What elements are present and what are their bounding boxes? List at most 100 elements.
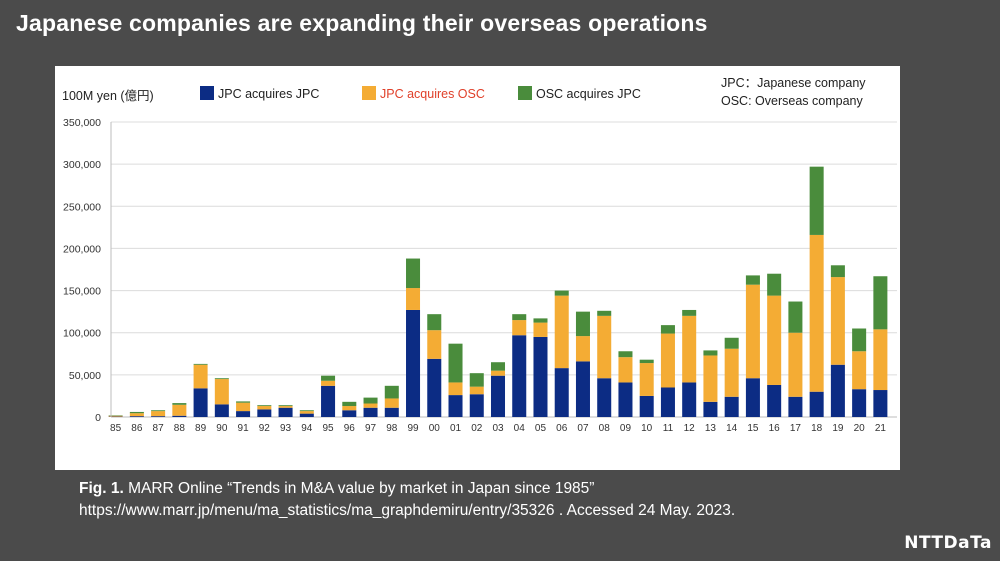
bar-jpc-jpc-90 (214, 404, 229, 417)
x-tick-label: 01 (450, 423, 462, 434)
bar-osc-jpc-05 (533, 318, 548, 323)
bar-osc-jpc-02 (469, 373, 484, 387)
bar-jpc-jpc-96 (342, 410, 357, 417)
bar-jpc-osc-21 (873, 329, 888, 391)
bar-jpc-jpc-09 (618, 382, 633, 417)
bar-osc-jpc-93 (278, 405, 293, 407)
x-tick-label: 85 (110, 423, 122, 434)
x-tick-label: 89 (195, 423, 207, 434)
x-tick-label: 94 (301, 423, 313, 434)
x-tick-label: 86 (131, 423, 143, 434)
bar-osc-jpc-18 (809, 166, 824, 235)
legend-swatch-3 (518, 86, 532, 100)
chart-panel: 0 50,000 100,000 150,000 200,000 250,000 300,0… (55, 66, 900, 470)
bar-jpc-jpc-13 (703, 401, 718, 417)
bar-osc-jpc-04 (512, 314, 527, 321)
x-tick-label: 12 (684, 423, 696, 434)
bar-jpc-jpc-00 (427, 358, 442, 417)
bar-jpc-jpc-94 (299, 413, 314, 417)
bar-jpc-osc-06 (554, 295, 569, 369)
x-tick-label: 90 (216, 423, 228, 434)
bar-jpc-osc-89 (193, 364, 208, 389)
bar-jpc-jpc-20 (852, 389, 867, 417)
y-tick-label: 200,000 (63, 243, 101, 255)
axis-layer: 0 50,000 100,000 150,000 200,000 250,000 300,0… (63, 117, 886, 434)
bar-jpc-osc-19 (830, 277, 845, 365)
bar-osc-jpc-90 (214, 378, 229, 380)
x-tick-label: 95 (322, 423, 334, 434)
slide-title: Japanese companies are expanding their o… (16, 10, 708, 36)
legend-note-osc: OSC: Overseas company (721, 94, 863, 108)
x-tick-label: 91 (238, 423, 250, 434)
bar-jpc-jpc-03 (490, 375, 506, 417)
x-tick-label: 02 (471, 423, 483, 434)
bar-osc-jpc-94 (299, 410, 314, 412)
bar-jpc-osc-91 (236, 402, 251, 412)
legend-label-1: JPC acquires JPC (218, 87, 319, 101)
y-tick-label: 350,000 (63, 117, 101, 129)
bar-osc-jpc-92 (257, 405, 272, 407)
caption-line-1: Fig. 1. MARR Online “Trends in M&A value… (79, 478, 735, 500)
bar-osc-jpc-95 (321, 375, 336, 381)
x-tick-label: 96 (344, 423, 356, 434)
bar-jpc-osc-08 (597, 315, 612, 379)
bar-jpc-jpc-91 (236, 411, 251, 417)
bar-jpc-jpc-88 (172, 415, 187, 417)
y-tick-label: 100,000 (63, 328, 101, 340)
bar-jpc-osc-15 (745, 284, 760, 379)
bar-jpc-jpc-05 (533, 336, 548, 417)
x-tick-label: 09 (620, 423, 632, 434)
bar-osc-jpc-89 (193, 363, 208, 365)
bar-osc-jpc-13 (703, 350, 718, 356)
bar-osc-jpc-99 (406, 258, 421, 289)
bar-osc-jpc-14 (724, 337, 739, 349)
bar-jpc-jpc-21 (873, 390, 888, 417)
bar-jpc-osc-88 (172, 404, 187, 416)
bar-osc-jpc-96 (342, 401, 357, 407)
bar-osc-jpc-01 (448, 343, 463, 383)
x-tick-label: 04 (514, 423, 526, 434)
bar-layer (108, 166, 888, 417)
bar-jpc-osc-17 (788, 332, 803, 397)
bar-jpc-jpc-06 (554, 368, 569, 417)
bar-osc-jpc-08 (597, 310, 612, 316)
bar-jpc-jpc-89 (193, 388, 208, 417)
x-tick-label: 10 (641, 423, 653, 434)
bar-jpc-jpc-11 (660, 387, 675, 417)
bar-jpc-osc-87 (151, 411, 166, 417)
x-tick-label: 17 (790, 423, 802, 434)
legend-label-2: JPC acquires OSC (380, 87, 485, 101)
bar-osc-jpc-88 (172, 403, 187, 405)
y-axis-title: 100M yen (億円) (62, 89, 154, 103)
bar-jpc-osc-05 (533, 322, 548, 337)
bar-osc-jpc-91 (236, 401, 251, 403)
bar-osc-jpc-12 (682, 309, 697, 316)
bar-jpc-jpc-97 (363, 407, 378, 417)
bar-osc-jpc-15 (745, 275, 760, 285)
bar-jpc-osc-10 (639, 363, 654, 396)
bar-osc-jpc-20 (852, 328, 867, 352)
bar-jpc-osc-98 (384, 398, 399, 408)
x-tick-label: 03 (492, 423, 504, 434)
bar-jpc-osc-03 (490, 370, 506, 376)
x-tick-label: 11 (663, 423, 674, 434)
bar-jpc-jpc-04 (512, 335, 527, 417)
bar-osc-jpc-09 (618, 351, 633, 358)
bar-jpc-jpc-95 (321, 385, 336, 417)
x-tick-label: 99 (407, 423, 419, 434)
bar-jpc-jpc-14 (724, 396, 739, 417)
bar-osc-jpc-07 (575, 311, 590, 337)
bar-jpc-osc-92 (257, 406, 272, 410)
x-tick-label: 13 (705, 423, 717, 434)
bar-osc-jpc-03 (490, 362, 506, 371)
x-tick-label: 97 (365, 423, 377, 434)
y-tick-label: 50,000 (69, 370, 101, 382)
bar-jpc-osc-20 (852, 351, 867, 390)
x-tick-label: 16 (769, 423, 781, 434)
x-tick-label: 98 (386, 423, 398, 434)
bar-jpc-osc-95 (321, 380, 336, 386)
legend-swatch-2 (362, 86, 376, 100)
caption-url[interactable]: https://www.marr.jp/menu/ma_statistics/m… (79, 502, 736, 519)
bar-osc-jpc-16 (767, 273, 782, 296)
bar-jpc-osc-97 (363, 403, 378, 408)
